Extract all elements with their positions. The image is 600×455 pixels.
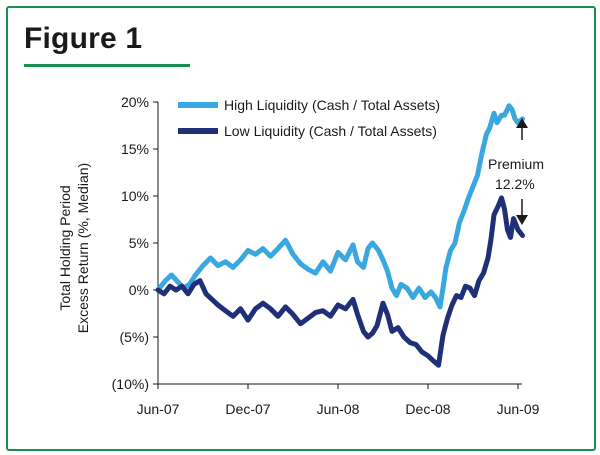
y-tick-label: 0% (129, 282, 149, 298)
arrow-up-icon (516, 118, 528, 140)
y-tick-label: 10% (121, 188, 149, 204)
y-axis-label-line1: Total Holding Period (57, 185, 73, 310)
x-tick-label: Jun-08 (317, 401, 360, 417)
x-tick-label: Dec-08 (405, 401, 450, 417)
x-ticks: Jun-07 Dec-07 Jun-08 Dec-08 Jun-09 (137, 384, 540, 417)
title-underline (24, 64, 190, 67)
y-ticks: 20% 15% 10% 5% 0% (5%) (10%) (112, 94, 158, 392)
y-tick-label: (5%) (119, 329, 149, 345)
legend-label-high: High Liquidity (Cash / Total Assets) (224, 97, 440, 113)
premium-value: 12.2% (495, 176, 535, 192)
x-tick-label: Jun-09 (497, 401, 540, 417)
y-tick-label: 20% (121, 94, 149, 110)
y-tick-label: 5% (129, 235, 149, 251)
legend: High Liquidity (Cash / Total Assets) Low… (178, 97, 440, 139)
premium-label: Premium (488, 156, 544, 172)
y-axis-label-line2: Excess Return (%, Median) (75, 163, 91, 333)
chart-axes (157, 102, 522, 385)
x-tick-label: Dec-07 (225, 401, 270, 417)
high-liquidity-line (155, 103, 525, 310)
x-tick-label: Jun-07 (137, 401, 180, 417)
low-liquidity-line (155, 195, 525, 368)
figure-title: Figure 1 (24, 22, 143, 55)
y-tick-label: 15% (121, 141, 149, 157)
y-tick-label: (10%) (112, 376, 149, 392)
arrow-down-icon (516, 199, 528, 225)
series-group (155, 103, 525, 368)
figure-frame (6, 6, 596, 451)
legend-label-low: Low Liquidity (Cash / Total Assets) (224, 123, 437, 139)
premium-annotation: Premium 12.2% (488, 118, 544, 225)
